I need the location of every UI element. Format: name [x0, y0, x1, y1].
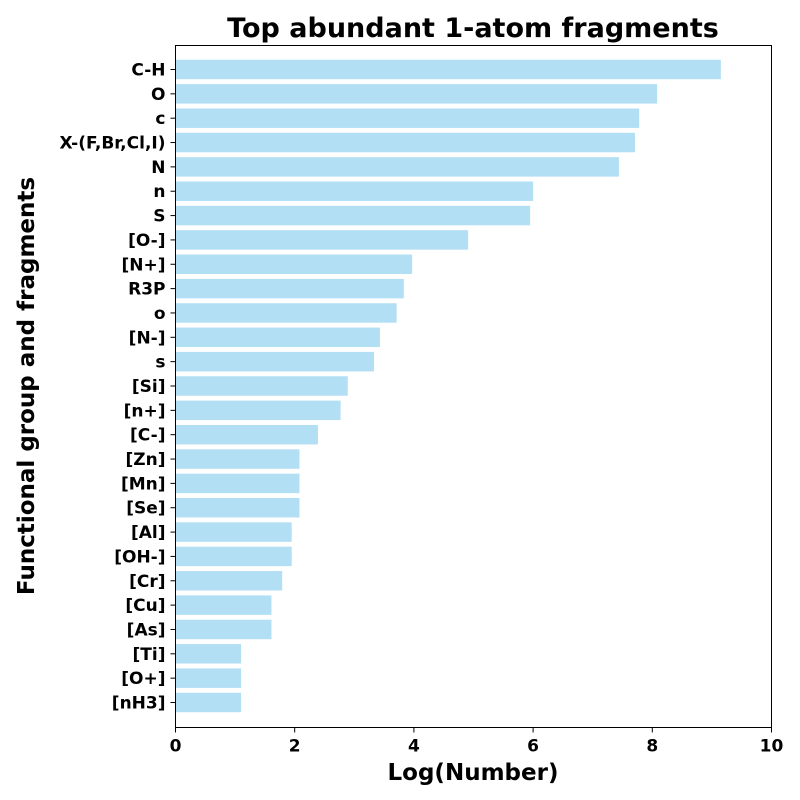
y-tick-label: c [155, 109, 165, 129]
y-tick-label: N [151, 158, 165, 178]
y-tick-label: R3P [128, 280, 165, 300]
y-tick-label: n [153, 182, 165, 202]
bar-o [175, 84, 658, 104]
bar-o [175, 668, 242, 688]
bar-o [175, 303, 397, 323]
x-tick-label: 0 [170, 737, 182, 757]
x-tick-label: 8 [646, 737, 658, 757]
y-tick-label: C-H [131, 61, 165, 81]
bar-n [175, 254, 413, 275]
y-tick-label: [Cr] [129, 572, 165, 592]
bar-zn [175, 449, 300, 469]
bars-group [175, 59, 721, 713]
bar-c [175, 424, 318, 445]
bar-s [175, 205, 531, 226]
bar-ti [175, 644, 242, 664]
x-tick-label: 6 [527, 737, 539, 757]
y-tick-label: [N-] [129, 328, 166, 348]
bar-as [175, 619, 272, 640]
y-axis-ticks: C-H Oc X-(F,Br,Cl,I) NnS [O-] [N+] R3P o [N-] s [S… [59, 61, 176, 714]
y-tick-label: [Se] [126, 499, 165, 519]
y-tick-label: [N+] [121, 255, 165, 275]
y-tick-label: [O-] [128, 231, 165, 251]
bar-cu [175, 595, 272, 615]
y-tick-label: [O+] [121, 669, 165, 689]
bar-c [175, 108, 640, 128]
x-axis-ticks: 0 2 4 6 8 10 [170, 727, 784, 757]
x-tick-label: 2 [289, 737, 301, 757]
bar-n [175, 157, 619, 177]
bar-c-h [175, 59, 721, 80]
bar-r3p [175, 278, 404, 299]
y-tick-label: [nH3] [112, 694, 166, 714]
y-tick-label: [Cu] [125, 596, 165, 616]
bar-n [175, 181, 534, 201]
y-tick-label: X-(F,Br,Cl,I) [59, 134, 165, 154]
y-tick-label: [Mn] [121, 474, 166, 494]
bar-se [175, 497, 300, 518]
y-tick-label: [As] [127, 620, 166, 640]
y-tick-label: [Si] [132, 377, 166, 397]
y-tick-label: s [155, 353, 165, 373]
bar-x-f-br-cl-i [175, 132, 636, 153]
bar-nh3 [175, 692, 242, 713]
x-axis-label: Log(Number) [388, 760, 559, 786]
y-tick-label: [Al] [131, 523, 166, 543]
bar-al [175, 522, 292, 542]
bar-si [175, 376, 348, 396]
bar-n [175, 327, 380, 348]
bar-n [175, 400, 341, 421]
y-tick-label: [C-] [130, 426, 165, 446]
chart-title: Top abundant 1-atom fragments [227, 13, 719, 44]
y-tick-label: S [153, 207, 165, 227]
y-tick-label: [n+] [124, 401, 166, 421]
y-tick-label: o [154, 304, 166, 324]
bar-oh [175, 546, 292, 567]
y-tick-label: [Ti] [133, 645, 166, 665]
bar-o [175, 230, 469, 250]
y-tick-label: [Zn] [126, 450, 166, 470]
x-tick-label: 10 [760, 737, 784, 757]
x-tick-label: 4 [408, 737, 420, 757]
bar-cr [175, 571, 283, 591]
y-axis-label: Functional group and fragments [14, 177, 40, 595]
y-tick-label: [OH-] [114, 547, 165, 567]
y-tick-label: O [151, 85, 165, 105]
bar-s [175, 351, 374, 372]
bar-mn [175, 473, 300, 494]
